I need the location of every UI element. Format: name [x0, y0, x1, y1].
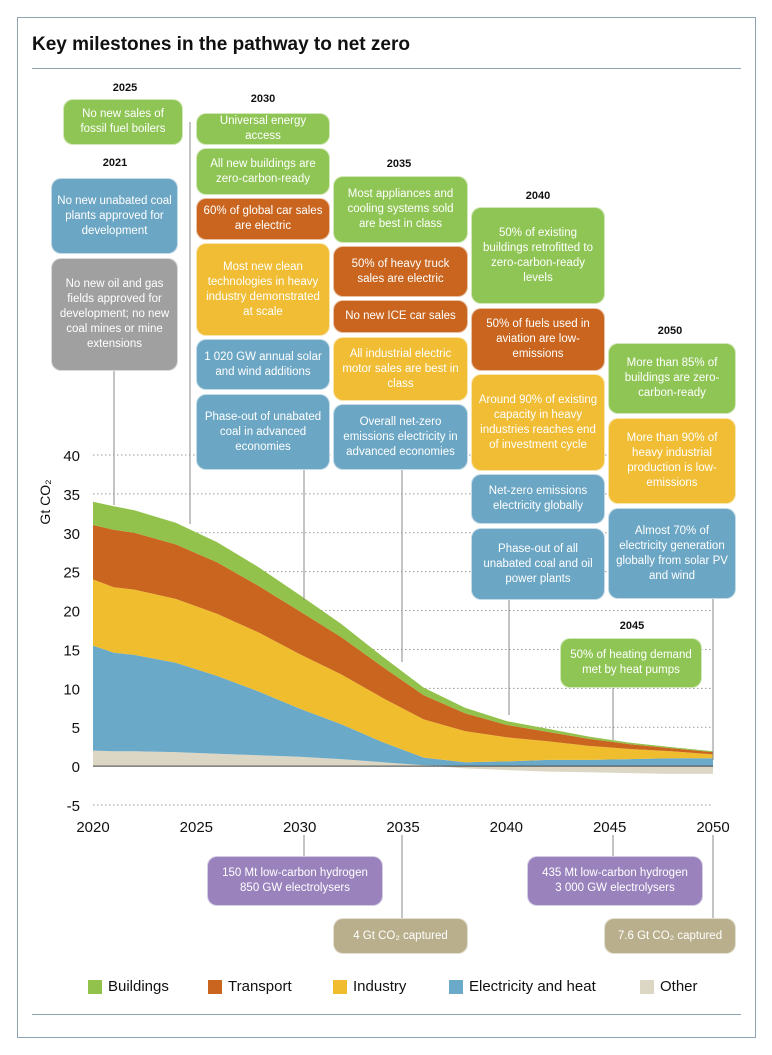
legend-buildings: Buildings	[88, 978, 169, 995]
milestone-2050-buildings: More than 85% of buildings are zero-carb…	[608, 343, 736, 414]
legend-label-electricity: Electricity and heat	[469, 978, 596, 995]
year-label-2040: 2040	[525, 190, 551, 202]
legend-swatch-other	[640, 979, 654, 994]
stacked-areas	[93, 501, 713, 774]
y-tick-label: 10	[63, 681, 80, 698]
milestone-2030-cars: 60% of global car sales are electric	[196, 198, 330, 240]
legend-other: Other	[640, 978, 698, 995]
year-label-2050: 2050	[657, 325, 683, 337]
year-label-2030: 2030	[250, 93, 276, 105]
hydrogen-2045-line2: 3 000 GW electrolysers	[555, 882, 675, 894]
milestone-2030-buildings: All new buildings are zero-carbon-ready	[196, 148, 330, 195]
legend-label-other: Other	[660, 978, 698, 995]
milestone-2050-industry: More than 90% of heavy industrial produc…	[608, 418, 736, 504]
y-tick-label: 30	[63, 526, 80, 543]
legend-transport: Transport	[208, 978, 292, 995]
y-axis-ticks: 40 35 30 25 20 15 10 5 0 -5	[63, 448, 80, 815]
milestone-2040-aviation: 50% of fuels used in aviation are low-em…	[471, 308, 605, 371]
milestone-2021-coal-plants: No new unabated coal plants approved for…	[51, 178, 178, 254]
figure-title: Key milestones in the pathway to net zer…	[32, 34, 410, 55]
area-transport	[93, 525, 713, 755]
milestone-2030-solar-wind: 1 020 GW annual solar and wind additions	[196, 339, 330, 390]
x-axis-ticks: 2020 2025 2030 2035 2040 2045 2050	[76, 819, 729, 836]
x-tick-label: 2030	[283, 819, 316, 836]
year-label-2035: 2035	[386, 158, 412, 170]
legend-electricity: Electricity and heat	[449, 978, 596, 995]
milestone-2030-industry: Most new clean technologies in heavy ind…	[196, 243, 330, 336]
legend-label-industry: Industry	[353, 978, 407, 995]
legend-label-buildings: Buildings	[108, 978, 169, 995]
milestone-2035-captured: 4 Gt CO₂ captured	[333, 918, 468, 954]
milestone-connectors	[113, 122, 714, 918]
year-label-2025: 2025	[112, 82, 138, 94]
bottom-divider	[32, 1014, 741, 1015]
x-tick-label: 2050	[696, 819, 729, 836]
milestone-2040-retrofit: 50% of existing buildings retrofitted to…	[471, 207, 605, 304]
y-tick-label: 15	[63, 642, 80, 659]
milestone-2040-electricity: Net-zero emissions electricity globally	[471, 474, 605, 524]
y-tick-label: -5	[67, 798, 80, 815]
y-tick-label: 40	[63, 448, 80, 465]
milestone-2040-industry: Around 90% of existing capacity in heavy…	[471, 374, 605, 471]
x-tick-label: 2045	[593, 819, 626, 836]
y-axis-label: Gt CO₂	[37, 479, 53, 524]
legend-label-transport: Transport	[228, 978, 292, 995]
hydrogen-2030-line1: 150 Mt low-carbon hydrogen	[222, 867, 368, 879]
y-tick-label: 35	[63, 487, 80, 504]
area-other	[93, 750, 713, 774]
x-tick-label: 2025	[180, 819, 213, 836]
legend-swatch-buildings	[88, 979, 102, 994]
figure-frame	[17, 17, 756, 1038]
legend-swatch-transport	[208, 979, 222, 994]
x-tick-label: 2020	[76, 819, 109, 836]
x-tick-label: 2035	[386, 819, 419, 836]
milestone-2050-solar-wind: Almost 70% of electricity generation glo…	[608, 508, 736, 599]
area-electricity-and-heat	[93, 645, 713, 767]
area-industry	[93, 579, 713, 763]
y-tick-label: 20	[63, 604, 80, 621]
legend-industry: Industry	[333, 978, 406, 995]
year-label-2045: 2045	[619, 620, 645, 632]
milestone-2035-motors: All industrial electric motor sales are …	[333, 337, 468, 401]
milestone-2030-energy-access: Universal energy access	[196, 113, 330, 145]
milestone-2035-ice: No new ICE car sales	[333, 300, 468, 333]
milestone-2030-coal-phaseout: Phase-out of unabated coal in advanced e…	[196, 394, 330, 470]
milestone-2030-hydrogen: 150 Mt low-carbon hydrogen 850 GW electr…	[207, 856, 383, 906]
milestone-2035-appliances: Most appliances and cooling systems sold…	[333, 176, 468, 243]
milestone-2025-boilers: No new sales of fossil fuel boilers	[63, 99, 183, 145]
y-tick-label: 25	[63, 565, 80, 582]
y-tick-label: 0	[72, 759, 80, 776]
milestone-2045-hydrogen: 435 Mt low-carbon hydrogen 3 000 GW elec…	[527, 856, 703, 906]
hydrogen-2030-line2: 850 GW electrolysers	[240, 882, 350, 894]
milestone-2035-trucks: 50% of heavy truck sales are electric	[333, 246, 468, 297]
title-divider	[32, 68, 741, 69]
x-tick-label: 2040	[490, 819, 523, 836]
area-buildings	[93, 501, 713, 753]
legend-swatch-electricity	[449, 979, 463, 994]
year-label-2021: 2021	[102, 157, 128, 169]
milestone-2040-phaseout: Phase-out of all unabated coal and oil p…	[471, 528, 605, 600]
milestone-2021-oil-gas: No new oil and gas fields approved for d…	[51, 258, 178, 371]
milestone-2050-captured: 7.6 Gt CO₂ captured	[604, 918, 736, 954]
milestone-2035-electricity: Overall net-zero emissions electricity i…	[333, 404, 468, 470]
legend-swatch-industry	[333, 979, 347, 994]
hydrogen-2045-line1: 435 Mt low-carbon hydrogen	[542, 867, 688, 879]
y-tick-label: 5	[72, 720, 80, 737]
milestone-2045-heat-pumps: 50% of heating demand met by heat pumps	[560, 638, 702, 688]
